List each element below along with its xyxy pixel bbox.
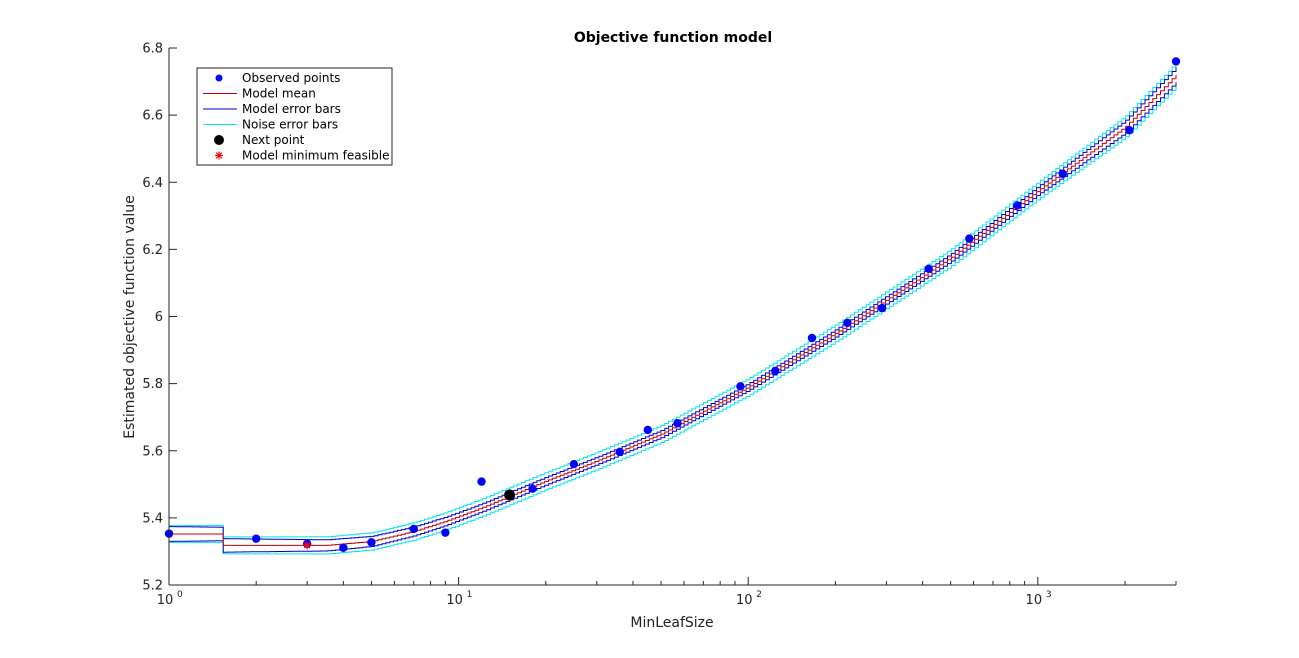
y-tick-label: 5.6	[142, 444, 163, 459]
y-tick-label: 6.2	[142, 243, 163, 258]
observed-point	[877, 303, 887, 313]
legend-entry: Model mean	[203, 87, 316, 101]
next-point	[504, 489, 516, 501]
y-tick-label: 6.6	[142, 109, 163, 124]
x-tick-label-exponent: 3	[1046, 590, 1052, 600]
plot-area	[164, 57, 1181, 555]
x-tick-label: 10	[736, 593, 753, 608]
observed-point	[409, 524, 418, 534]
legend-swatch-dot	[215, 74, 223, 82]
observed-point	[441, 528, 450, 537]
observed-point	[477, 477, 486, 486]
legend-entry: Model error bars	[203, 102, 341, 116]
y-axis-title: Estimated objective function value	[122, 195, 138, 438]
observed-point	[673, 419, 682, 428]
model-minimum-feasible-marker	[303, 541, 312, 550]
x-tick-label-exponent: 2	[756, 590, 762, 600]
observed-point	[736, 382, 745, 391]
y-tick-label: 5.8	[142, 377, 163, 392]
y-tick-label: 6	[155, 310, 163, 325]
y-tick-label: 5.4	[142, 511, 163, 526]
legend-label: Model minimum feasible	[242, 149, 390, 163]
legend-entry: Noise error bars	[203, 118, 338, 132]
legend-box	[196, 67, 393, 166]
observed-point	[1058, 169, 1068, 179]
observed-point	[569, 459, 579, 469]
noise-error-upper	[169, 63, 1177, 538]
x-axis-title: MinLeafSize	[630, 615, 713, 631]
observed-point	[965, 234, 974, 243]
y-tick-label: 6.8	[142, 42, 163, 57]
star-stroke	[303, 542, 311, 549]
legend-label: Model error bars	[242, 102, 341, 116]
observed-point	[251, 534, 261, 543]
observed-point	[1013, 201, 1022, 210]
observed-point	[843, 318, 852, 328]
x-tick-label: 10	[446, 593, 463, 608]
legend-swatch-star	[215, 152, 223, 159]
observed-point	[1125, 126, 1134, 135]
x-tick-label-exponent: 1	[467, 590, 473, 600]
legend-swatch-bigdot	[214, 135, 224, 145]
legend-label: Noise error bars	[242, 118, 338, 132]
legend-label: Observed points	[242, 71, 340, 85]
legend-label: Model mean	[242, 87, 316, 101]
x-tick-label: 10	[157, 593, 174, 608]
observed-point	[339, 543, 348, 552]
axes: 5.25.45.65.866.26.46.66.810 0 10 1 10 2 10 3	[142, 42, 1177, 608]
legend-entry: Next point	[214, 133, 305, 147]
observed-point	[528, 484, 537, 493]
legend-entry: Observed points	[215, 71, 340, 85]
observed-point	[615, 447, 624, 457]
observed-point	[1171, 57, 1181, 66]
x-tick-label-exponent: 0	[177, 590, 183, 600]
observed-point	[807, 333, 817, 343]
legend-entry: Model minimum feasible	[215, 149, 390, 163]
observed-point	[643, 425, 652, 435]
legend-label: Next point	[242, 133, 305, 147]
y-tick-label: 5.2	[142, 579, 163, 594]
x-tick-label: 10	[1026, 593, 1043, 608]
chart-title: Objective function model	[574, 30, 772, 46]
observed-point	[771, 366, 780, 376]
observed-point	[367, 538, 376, 547]
y-tick-label: 6.4	[142, 176, 163, 191]
observed-point	[924, 264, 933, 274]
noise-error-lower	[169, 86, 1177, 555]
